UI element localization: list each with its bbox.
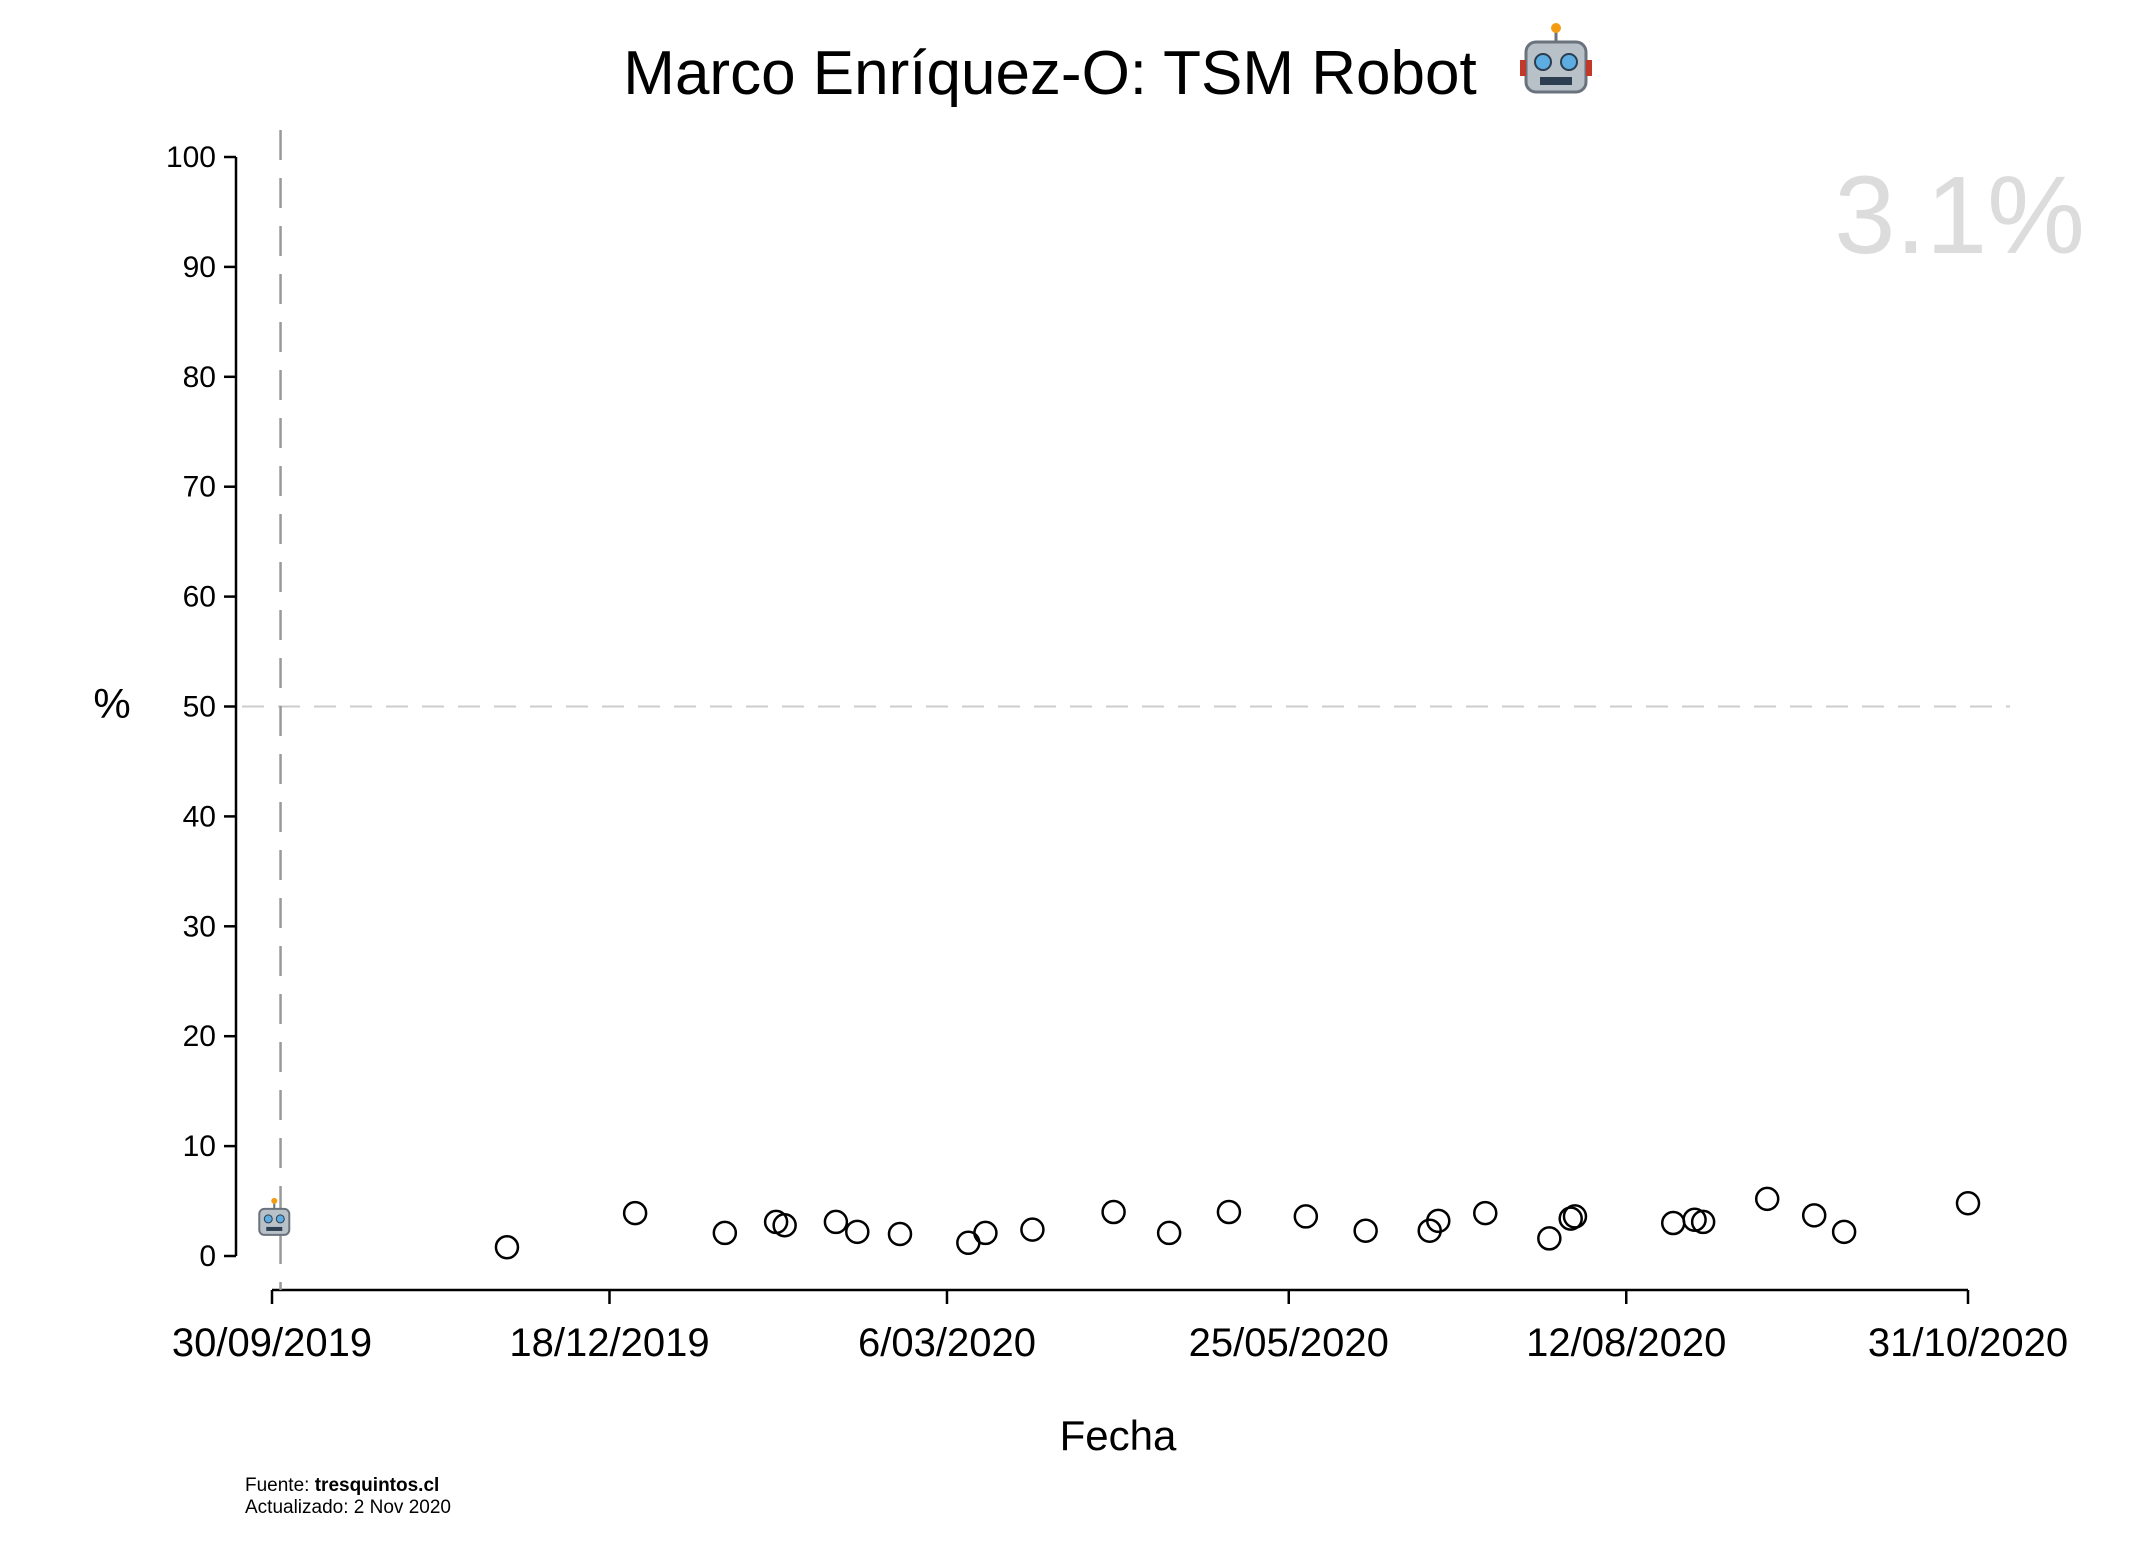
robot-head: [258, 1207, 291, 1236]
x-tick-label: 18/12/2019: [509, 1321, 709, 1365]
current-marker: [258, 1197, 291, 1236]
data-point: [1426, 1208, 1451, 1234]
y-tick-label: 10: [183, 1130, 216, 1163]
robot-eye-left: [263, 1214, 273, 1224]
y-tick-label: 80: [183, 361, 216, 394]
data-point: [823, 1209, 849, 1235]
data-point: [772, 1212, 797, 1238]
data-point: [973, 1220, 998, 1246]
data-point: [1156, 1220, 1182, 1246]
data-point: [1754, 1186, 1780, 1212]
data-point: [1682, 1207, 1707, 1232]
x-tick-label: 31/10/2020: [1868, 1321, 2068, 1365]
data-point: [1801, 1203, 1827, 1228]
y-axis: 0 10 20 30 40 50 60 70 80 90 100: [166, 141, 238, 1273]
data-point: [887, 1221, 913, 1247]
x-tick-label: 25/05/2020: [1189, 1321, 1389, 1365]
y-tick-label: 50: [183, 691, 216, 724]
title-robot-icon: [1520, 23, 1592, 94]
data-point: [1660, 1210, 1686, 1236]
y-axis-title: %: [93, 680, 130, 727]
data-point: [1293, 1204, 1319, 1229]
data-point: [956, 1230, 981, 1256]
data-point: [1831, 1219, 1857, 1245]
source-line: Fuente: tresquintos.cl: [245, 1475, 451, 1497]
data-point: [1101, 1199, 1126, 1225]
y-tick-label: 0: [199, 1240, 216, 1273]
data-point: [712, 1220, 738, 1246]
current-value-label: 3.1%: [1834, 154, 2085, 277]
y-tick-label: 20: [183, 1020, 216, 1053]
data-point: [1955, 1190, 1981, 1216]
data-point: [494, 1234, 520, 1260]
y-tick-label: 70: [183, 471, 216, 504]
x-axis: 30/09/2019 18/12/2019 6/03/2020 25/05/2020 1…: [172, 1288, 2068, 1365]
data-point: [1562, 1204, 1588, 1229]
chart-footer: Fuente: tresquintos.cl Actualizado: 2 No…: [245, 1475, 451, 1519]
data-point: [1690, 1209, 1716, 1235]
y-tick-label: 40: [183, 800, 216, 833]
robot-mouth: [266, 1226, 283, 1231]
source-name: tresquintos.cl: [314, 1475, 440, 1496]
data-point: [1353, 1218, 1378, 1243]
data-point: [622, 1200, 648, 1226]
x-axis-title: Fecha: [1060, 1412, 1177, 1459]
source-prefix: Fuente:: [245, 1475, 315, 1496]
y-tick-label: 60: [183, 581, 216, 614]
data-point: [1216, 1199, 1242, 1225]
reference-lines: [242, 130, 2010, 1290]
chart-title: Marco Enríquez-O: TSM Robot: [623, 39, 1476, 108]
robot-antenna-tip: [271, 1197, 278, 1204]
data-points: [494, 1186, 1981, 1260]
x-tick-label: 6/03/2020: [858, 1321, 1036, 1365]
data-point: [1020, 1217, 1045, 1242]
data-point: [845, 1219, 870, 1245]
y-tick-label: 100: [166, 141, 216, 174]
robot-face-icon: [258, 1197, 291, 1236]
y-tick-label: 90: [183, 251, 216, 284]
x-tick-label: 30/09/2019: [172, 1321, 372, 1365]
robot-eye-right: [275, 1214, 285, 1224]
y-tick-label: 30: [183, 910, 216, 943]
x-tick-label: 12/08/2020: [1526, 1321, 1726, 1365]
data-point: [1473, 1200, 1498, 1226]
data-point: [1537, 1226, 1562, 1251]
updated-line: Actualizado: 2 Nov 2020: [245, 1497, 451, 1518]
